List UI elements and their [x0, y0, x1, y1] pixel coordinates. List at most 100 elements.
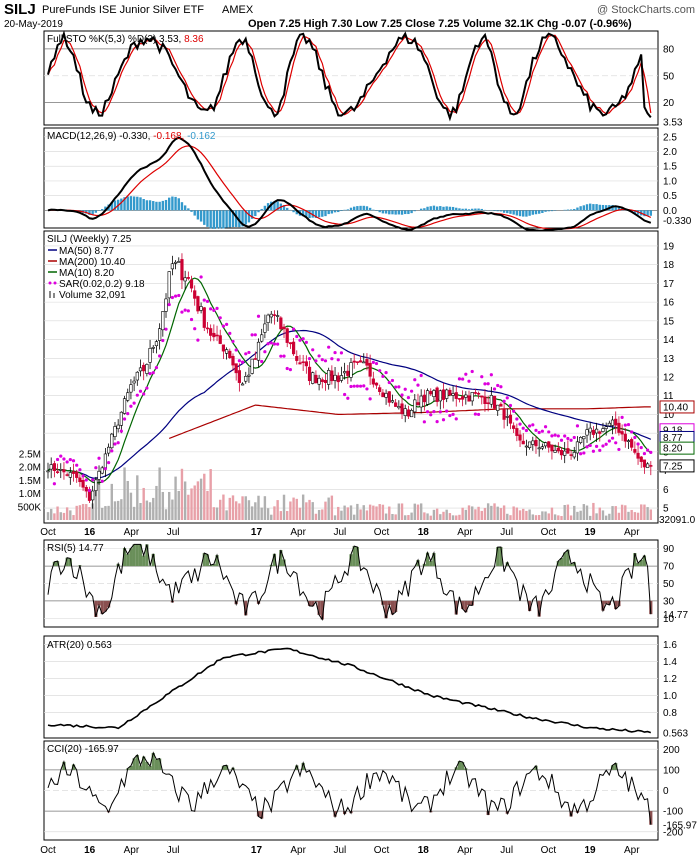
volume-bar — [168, 491, 171, 520]
x-tick-label: Apr — [290, 527, 306, 538]
sar-dot — [371, 360, 375, 364]
sto-k-line — [47, 30, 652, 122]
macd-hist-bar — [254, 210, 257, 217]
volume-bar — [247, 500, 251, 520]
price-candle-body — [579, 437, 583, 443]
sar-dot — [333, 350, 337, 355]
rsi-oversold-fill — [244, 600, 248, 616]
sar-dot — [636, 442, 640, 446]
x-tick-label: Apr — [124, 527, 140, 538]
sar-dot — [285, 366, 289, 371]
volume-bar — [120, 499, 123, 520]
sar-dot — [87, 488, 92, 493]
volume-bar — [317, 509, 321, 520]
price-candle-body — [409, 410, 414, 418]
macd-hist-bar — [340, 210, 343, 212]
cci-high-fill — [158, 758, 162, 770]
sar-dot — [97, 456, 101, 460]
price-candle-body — [374, 382, 379, 386]
cci-high-fill — [62, 761, 66, 770]
macd-hist-bar — [455, 207, 458, 211]
panel-cci: CCI(20) -165.97 200 100 0 -100 -200-165.97 — [43, 740, 697, 841]
volume-bar — [509, 515, 512, 520]
price-candle-body — [107, 446, 111, 454]
rsi-overbought-fill — [416, 560, 420, 567]
macd-legend-title: MACD(12,26,9) -0.330, — [47, 131, 150, 142]
rsi-oversold-fill — [387, 600, 391, 606]
volume-bar — [432, 509, 436, 520]
macd-hist-bar — [582, 205, 586, 211]
macd-hist-bar — [286, 207, 289, 211]
price-candle-body — [505, 416, 509, 418]
volume-bar — [75, 505, 78, 520]
macd-hist-bar — [321, 210, 324, 217]
price-candle-body — [550, 444, 554, 452]
volume-bar — [620, 504, 624, 520]
rsi-overbought-fill — [215, 555, 219, 567]
macd-legend-signal: -0.168, — [153, 131, 184, 142]
macd-hist-bar — [346, 209, 350, 211]
price-candle-body — [311, 372, 315, 384]
ticker-symbol: SILJ — [4, 1, 36, 18]
macd-hist-bar — [260, 208, 263, 211]
price-candle-body — [142, 364, 146, 372]
macd-hist-bar — [480, 208, 483, 211]
sar-dot — [521, 426, 525, 430]
price-candle-body — [371, 378, 375, 385]
price-tag-label: 8.20 — [663, 444, 683, 455]
watermark: @ StockCharts.com — [597, 4, 695, 16]
volume-bar — [136, 475, 139, 520]
sar-dot — [119, 429, 123, 433]
volume-bar — [298, 507, 302, 520]
volume-bar — [448, 513, 452, 520]
volume-bar — [515, 507, 519, 520]
macd-hist-bar — [477, 208, 480, 211]
sar-dot — [610, 436, 615, 440]
price-candle-body — [467, 395, 471, 402]
x-tick-label: Apr — [124, 845, 140, 856]
price-candle-body — [620, 431, 624, 435]
sar-dot — [390, 378, 395, 383]
macd-hist-bar — [317, 210, 321, 218]
macd-hist-bar — [400, 210, 404, 215]
volume-bar — [222, 494, 225, 520]
rsi-overbought-fill — [349, 554, 353, 567]
price-tick-label: 13 — [663, 354, 675, 365]
price-candle-body — [199, 306, 203, 311]
price-candle-body — [119, 411, 123, 426]
macd-hist-bar — [206, 210, 209, 227]
price-candle-body — [145, 364, 149, 374]
panel-atr: ATR(20) 0.563 1.6 1.4 1.2 1.0 0.8 0.563 — [43, 635, 688, 740]
volume-bar — [636, 512, 640, 520]
sar-dot — [62, 457, 66, 461]
macd-hist-bar — [314, 210, 318, 218]
volume-bar — [276, 500, 279, 520]
price-candle-body — [346, 370, 350, 376]
macd-hist-bar — [196, 210, 200, 220]
price-candle-body — [52, 463, 56, 471]
sar-dot — [228, 331, 232, 335]
macd-hist-bar — [423, 208, 426, 211]
rsi-overbought-fill — [559, 558, 564, 567]
x-axis-top: Oct 16 Apr Jul 17 Apr Jul Oct 18 Apr Jul Oct 19 Apr — [40, 527, 640, 538]
macd-hist-bar — [161, 200, 165, 211]
sar-dot — [349, 384, 353, 389]
price-candle-body — [253, 358, 257, 360]
macd-hist-bar — [215, 210, 219, 229]
volume-bar — [490, 505, 493, 520]
macd-hist-bar — [203, 210, 206, 225]
price-candle-body — [496, 404, 500, 411]
price-candle-body — [566, 448, 570, 454]
volume-bar — [85, 504, 88, 520]
volume-tick-label: 500K — [18, 502, 42, 513]
x-axis-bottom: Oct 16 Apr Jul 17 Apr Jul Oct 18 Apr Jul Oct 19 Apr — [40, 845, 640, 856]
rsi-oversold-fill — [537, 600, 541, 617]
sar-dot — [626, 422, 631, 427]
macd-hist-bar — [563, 209, 566, 211]
price-candle-body — [435, 387, 439, 402]
x-tick-label: Apr — [457, 527, 473, 538]
macd-hist-bar — [474, 208, 477, 211]
macd-hist-bar — [464, 208, 468, 211]
price-candle-body — [164, 298, 168, 312]
